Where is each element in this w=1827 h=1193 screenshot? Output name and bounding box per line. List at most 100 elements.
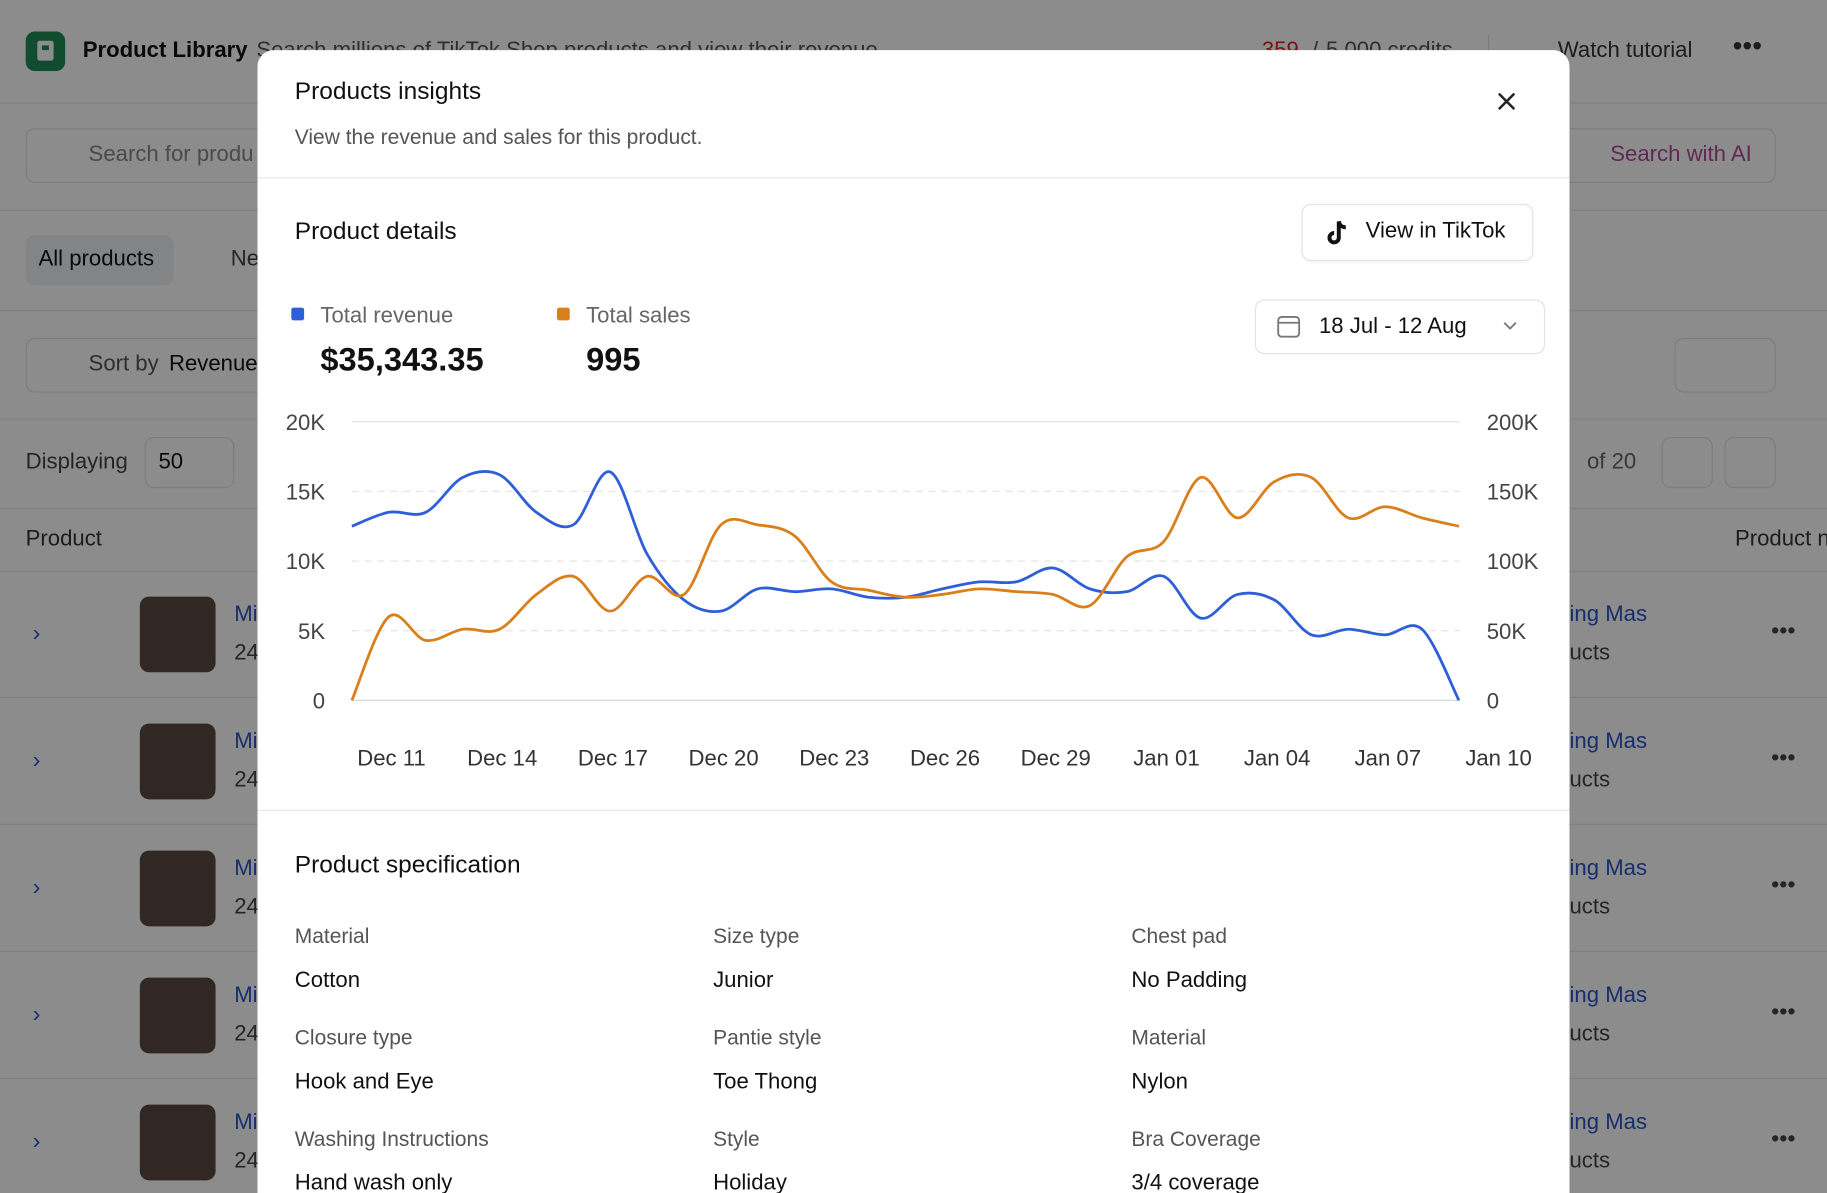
modal: Products insights View the revenue and s…: [257, 50, 1570, 1193]
page-size-select[interactable]: [144, 436, 235, 489]
prev-page[interactable]: [1661, 436, 1713, 489]
shop-sub: ucts: [1569, 640, 1611, 666]
product-name[interactable]: Mi: [234, 1110, 258, 1135]
series-line: [351, 469, 1461, 701]
x-tick-label: Dec 11: [357, 746, 425, 771]
divider: [257, 177, 1570, 179]
row-menu[interactable]: •••: [1771, 1126, 1796, 1152]
search-placeholder: Search for produ: [88, 142, 254, 167]
y2-tick-label: 100K: [1487, 549, 1539, 574]
product-thumbnail: [139, 596, 216, 673]
spec-label: Pantie style: [713, 1025, 822, 1050]
legend-swatch: [556, 307, 570, 321]
shop-sub: ucts: [1569, 767, 1611, 793]
series-line: [350, 472, 1460, 701]
modal-description: View the revenue and sales for this prod…: [294, 125, 703, 149]
spec-label: Material: [294, 924, 370, 948]
y-tick-label: 15K: [286, 480, 326, 505]
series-total: $35,343.35: [320, 341, 483, 378]
shop-sub: ucts: [1569, 894, 1611, 920]
x-tick-label: Dec 23: [799, 746, 869, 771]
column-header: Product: [25, 526, 102, 552]
divider: [257, 809, 1570, 811]
spec-label: Bra Coverage: [1131, 1127, 1261, 1151]
legend-swatch: [291, 307, 305, 321]
view-toggle[interactable]: [1674, 337, 1776, 393]
tiktok-icon: [1327, 220, 1346, 245]
x-tick-label: Jan 10: [1465, 746, 1531, 771]
spec-value: Hook and Eye: [294, 1069, 434, 1095]
product-thumbnail: [139, 723, 216, 800]
shop-name[interactable]: ing Mas: [1569, 729, 1648, 754]
spec-value: Holiday: [713, 1171, 787, 1193]
page-size: 50: [158, 449, 184, 475]
more-menu[interactable]: •••: [1732, 30, 1763, 62]
date-picker[interactable]: [1254, 299, 1546, 355]
view-tiktok-label: View in TikTok: [1365, 219, 1506, 244]
displaying-label: Displaying: [25, 449, 128, 475]
product-sub: 24: [234, 894, 259, 920]
spec-label: Material: [1131, 1025, 1206, 1050]
date-range: 18 Jul - 12 Aug: [1318, 314, 1467, 340]
spec-label: Style: [713, 1127, 760, 1151]
sort-label: Sort by: [88, 351, 159, 377]
spec-value: Toe Thong: [713, 1069, 818, 1095]
spec-value: No Padding: [1131, 968, 1248, 993]
row-menu[interactable]: •••: [1771, 618, 1796, 644]
series-total: 995: [586, 341, 640, 378]
product-name[interactable]: Mi: [234, 602, 258, 627]
y-tick-label: 0: [313, 688, 325, 713]
x-tick-label: Jan 07: [1355, 746, 1421, 771]
x-tick-label: Jan 01: [1133, 746, 1199, 771]
view-tiktok-button[interactable]: [1301, 203, 1534, 262]
expand-chevron[interactable]: ›: [32, 1001, 41, 1028]
section-heading: Product specification: [294, 851, 521, 879]
spec-label: Closure type: [294, 1025, 413, 1050]
close-button[interactable]: [1496, 91, 1517, 112]
section-heading: Product details: [294, 217, 457, 245]
spec-value: Hand wash only: [294, 1171, 453, 1193]
product-sub: 24: [234, 640, 259, 666]
spec-value: 3/4 coverage: [1131, 1171, 1260, 1193]
y2-tick-label: 200K: [1487, 410, 1539, 435]
x-tick-label: Jan 04: [1244, 746, 1310, 771]
expand-chevron[interactable]: ›: [32, 747, 41, 774]
y-tick-label: 20K: [286, 410, 326, 435]
expand-chevron[interactable]: ›: [32, 1128, 41, 1155]
product-name[interactable]: Mi: [234, 856, 258, 881]
x-tick-label: Dec 29: [1021, 746, 1091, 771]
tab[interactable]: Ne: [230, 247, 260, 272]
watch-tutorial[interactable]: Watch tutorial: [1557, 38, 1693, 63]
tab-active[interactable]: [25, 235, 174, 286]
spec-value: Junior: [713, 968, 774, 993]
product-name[interactable]: Mi: [234, 729, 258, 754]
page-count: of 20: [1586, 449, 1637, 475]
y2-tick-label: 0: [1487, 688, 1499, 713]
spec-value: Nylon: [1131, 1069, 1188, 1095]
app-title: Product Library: [82, 38, 248, 63]
tab[interactable]: All products: [38, 247, 155, 272]
expand-chevron[interactable]: ›: [32, 874, 41, 901]
product-thumbnail: [139, 850, 216, 927]
shop-name[interactable]: ing Mas: [1569, 983, 1648, 1008]
expand-chevron[interactable]: ›: [32, 620, 41, 647]
y-tick-label: 10K: [286, 549, 326, 574]
shop-name[interactable]: ing Mas: [1569, 1110, 1648, 1135]
shop-sub: ucts: [1569, 1148, 1611, 1174]
row-menu[interactable]: •••: [1771, 745, 1796, 771]
search-ai[interactable]: Search with AI: [1610, 142, 1752, 167]
legend-label: Total revenue: [320, 303, 453, 328]
modal-title: Products insights: [294, 78, 482, 105]
row-menu[interactable]: •••: [1771, 999, 1796, 1025]
shop-name[interactable]: ing Mas: [1569, 602, 1648, 627]
product-name[interactable]: Mi: [234, 983, 258, 1008]
legend-label: Total sales: [586, 303, 691, 328]
spec-label: Chest pad: [1131, 924, 1228, 948]
sort-value: Revenue: [168, 351, 258, 377]
next-page[interactable]: [1724, 436, 1776, 489]
y2-tick-label: 150K: [1487, 480, 1539, 505]
row-menu[interactable]: •••: [1771, 872, 1796, 898]
shop-name[interactable]: ing Mas: [1569, 856, 1648, 881]
calendar-icon: [1277, 315, 1301, 338]
